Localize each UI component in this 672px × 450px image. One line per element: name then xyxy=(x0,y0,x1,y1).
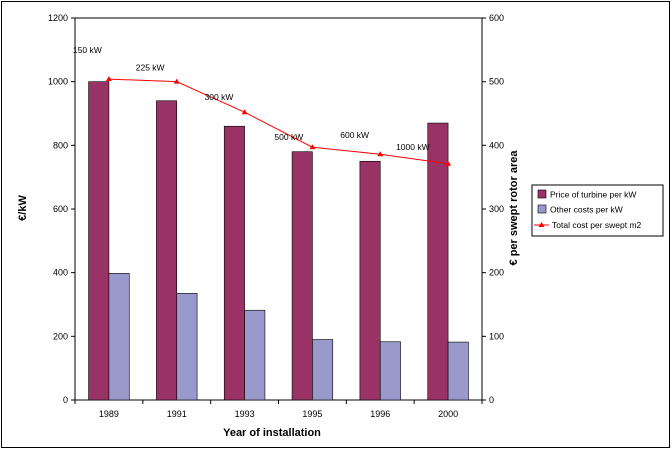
y-tick-label: 600 xyxy=(53,204,68,214)
legend-swatch-other xyxy=(537,204,547,214)
y-tick-label: 0 xyxy=(63,395,68,405)
legend: Price of turbine per kW Other costs per … xyxy=(531,184,664,237)
bar-turbine-price xyxy=(359,160,381,401)
legend-label-turbine: Price of turbine per kW xyxy=(550,190,636,200)
y2-tick-label: 0 xyxy=(489,395,494,405)
x-tick-label: 1993 xyxy=(235,409,255,419)
y-tick-label: 800 xyxy=(53,140,68,150)
line-marker-total-cost xyxy=(105,76,112,82)
legend-marker-total xyxy=(538,222,545,227)
bar-other-costs xyxy=(244,309,266,401)
x-tick-label: 1991 xyxy=(167,409,187,419)
y2-tick-label: 100 xyxy=(489,331,504,341)
legend-label-total: Total cost per swept m2 xyxy=(552,220,642,230)
y-tick-label: 1000 xyxy=(48,77,68,87)
annotation-rated-power: 150 kW xyxy=(73,45,102,55)
y2-tick-label: 400 xyxy=(489,140,504,150)
y2-tick-label: 200 xyxy=(489,268,504,278)
y-tick-label: 1200 xyxy=(48,13,68,23)
y2-tick-label: 300 xyxy=(489,204,504,214)
x-tick-label: 1989 xyxy=(99,409,119,419)
y-tick-label: 200 xyxy=(53,331,68,341)
bar-turbine-price xyxy=(223,125,245,401)
plot-border xyxy=(74,17,483,401)
bar-turbine-price xyxy=(88,81,110,401)
bar-turbine-price xyxy=(156,100,178,401)
line-marker-total-cost xyxy=(445,160,452,166)
legend-swatch-turbine xyxy=(537,189,547,199)
annotation-rated-power: 600 kW xyxy=(340,130,369,140)
bar-other-costs xyxy=(108,273,130,401)
bar-turbine-price xyxy=(291,151,313,401)
y-tick-label: 400 xyxy=(53,268,68,278)
annotation-rated-power: 225 kW xyxy=(136,63,165,73)
y2-tick-label: 600 xyxy=(489,13,504,23)
bar-other-costs xyxy=(447,341,469,401)
bar-other-costs xyxy=(312,339,334,401)
annotation-rated-power: 1000 kW xyxy=(396,142,430,152)
y2-axis-title: € per swept rotor area xyxy=(508,150,520,266)
line-marker-total-cost xyxy=(309,144,316,150)
bar-other-costs xyxy=(379,341,401,401)
y-axis-title: €/kW xyxy=(17,195,29,221)
line-marker-total-cost xyxy=(173,78,180,84)
line-marker-total-cost xyxy=(241,109,248,115)
x-tick-label: 1996 xyxy=(370,409,390,419)
x-tick-label: 2000 xyxy=(438,409,458,419)
legend-box xyxy=(531,184,664,237)
annotation-rated-power: 300 kW xyxy=(205,92,234,102)
bar-other-costs xyxy=(176,293,198,401)
line-total-cost xyxy=(108,78,449,165)
line-marker-total-cost xyxy=(377,151,384,157)
y2-tick-label: 500 xyxy=(489,77,504,87)
legend-label-other: Other costs per kW xyxy=(550,205,623,215)
x-tick-label: 1995 xyxy=(302,409,322,419)
bar-turbine-price xyxy=(427,122,449,401)
plot-area: 0 200 400 600 800 1000 1200 0 100 200 300 400 500 600… xyxy=(48,13,504,419)
x-axis-title: Year of installation xyxy=(223,427,321,439)
annotation-rated-power: 500 kW xyxy=(274,132,303,142)
